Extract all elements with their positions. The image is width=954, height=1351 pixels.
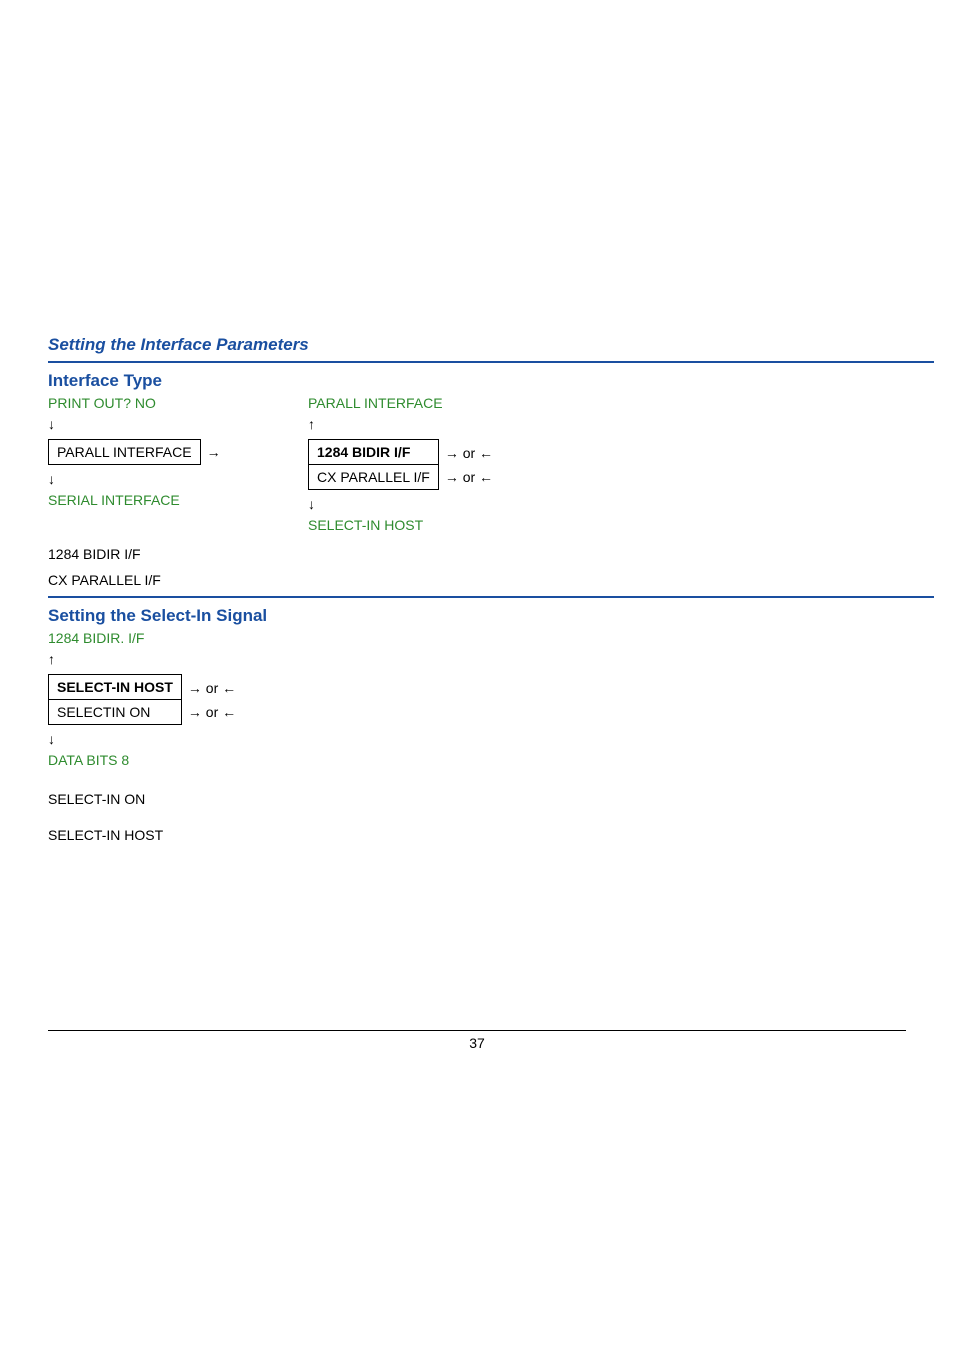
section-divider [48, 596, 934, 598]
box-1284-group: 1284 BIDIR I/F CX PARALLEL I/F [308, 439, 439, 490]
box-select-in-group: SELECT-IN HOST SELECTIN ON [48, 674, 182, 725]
link-serial-interface: SERIAL INTERFACE [48, 490, 308, 511]
box-selectin-on: SELECTIN ON [49, 700, 181, 724]
section-divider [48, 361, 934, 363]
interface-type-heading: Interface Type [48, 371, 934, 391]
arrow-down-icon: ↓ [48, 729, 934, 750]
side-arrow-group: → or ← → or ← [182, 676, 242, 724]
arrow-lr-icon: → or ← [182, 676, 242, 700]
page-number: 37 [48, 1030, 906, 1051]
box-parall-interface: PARALL INTERFACE [48, 439, 201, 465]
link-data-bits-8: DATA BITS 8 [48, 750, 934, 771]
arrow-lr-icon: → or ← [182, 700, 242, 724]
arrow-up-icon: ↑ [48, 649, 934, 670]
note-select-in-host: SELECT-IN HOST [48, 827, 934, 843]
box-1284-bidir: 1284 BIDIR I/F [309, 440, 438, 465]
link-1284-bidir-if: 1284 BIDIR. I/F [48, 628, 934, 649]
arrow-down-icon: ↓ [48, 414, 308, 435]
box-select-in-host: SELECT-IN HOST [49, 675, 181, 700]
note-1284-bidir: 1284 BIDIR I/F [48, 546, 934, 562]
arrow-right-icon: → [201, 440, 227, 464]
note-select-in-on: SELECT-IN ON [48, 791, 934, 807]
arrow-lr-icon: → or ← [439, 441, 499, 465]
box-cx-parallel: CX PARALLEL I/F [309, 465, 438, 489]
arrow-up-icon: ↑ [308, 414, 568, 435]
arrow-down-icon: ↓ [48, 469, 308, 490]
side-arrow-group: → or ← → or ← [439, 441, 499, 489]
box-parall-interface-text: PARALL INTERFACE [49, 440, 200, 464]
link-select-in-host: SELECT-IN HOST [308, 515, 568, 536]
link-parall-interface: PARALL INTERFACE [308, 393, 568, 414]
select-in-heading: Setting the Select-In Signal [48, 606, 934, 626]
arrow-lr-icon: → or ← [439, 465, 499, 489]
note-cx-parallel: CX PARALLEL I/F [48, 572, 934, 588]
arrow-down-icon: ↓ [308, 494, 568, 515]
section-title: Setting the Interface Parameters [48, 335, 934, 355]
link-print-out-no: PRINT OUT? NO [48, 393, 308, 414]
